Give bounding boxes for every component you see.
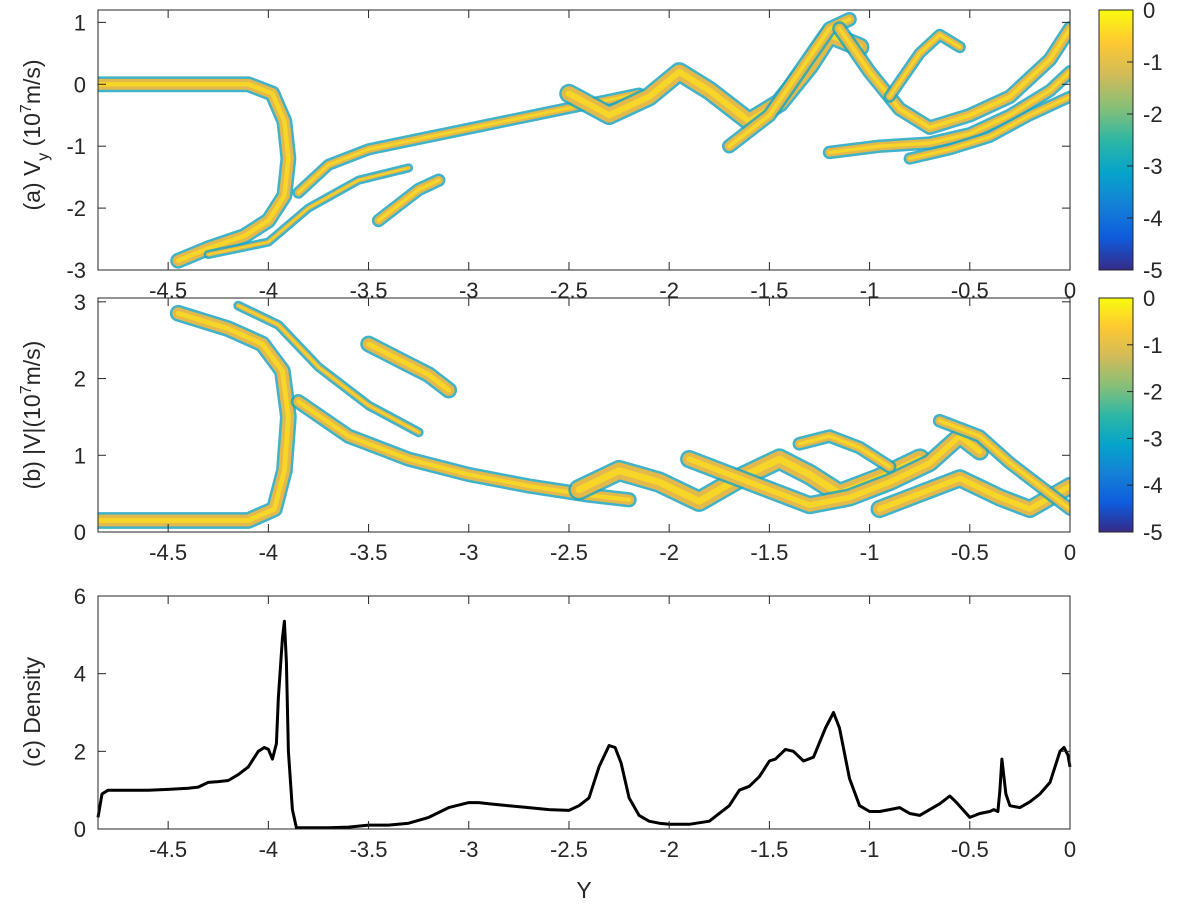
y-tick-label: 1 bbox=[74, 10, 86, 35]
colorbar-tick-label: -5 bbox=[1143, 258, 1163, 283]
y-tick-label: 0 bbox=[74, 72, 86, 97]
x-tick-label: -1.5 bbox=[750, 540, 788, 565]
panel-b-ylabel: (b) |V|(107m/s) bbox=[18, 341, 45, 490]
x-tick-label: -1 bbox=[860, 278, 880, 303]
y-tick-label: 0 bbox=[74, 520, 86, 545]
x-tick-label: 0 bbox=[1064, 540, 1076, 565]
colorbar-tick-label: -3 bbox=[1143, 426, 1163, 451]
x-tick-label: -2 bbox=[659, 540, 679, 565]
x-tick-label: 0 bbox=[1064, 278, 1076, 303]
colorbar-tick-label: -3 bbox=[1143, 154, 1163, 179]
heatmap-band-core bbox=[376, 178, 441, 223]
y-tick-label: -1 bbox=[66, 134, 86, 159]
panel-a: -4.5 -4 -3.5 -3 -2.5 -2 -1.5 -1 -0.5 010-1-2-3 (a… bbox=[18, 0, 1163, 303]
colorbar-bar bbox=[1098, 9, 1134, 271]
x-tick-label: -3.5 bbox=[350, 540, 388, 565]
plot-frame bbox=[97, 297, 1071, 533]
y-tick-label: 1 bbox=[74, 443, 86, 468]
colorbar-tick-label: -1 bbox=[1143, 333, 1163, 358]
colorbar-tick-label: -2 bbox=[1143, 102, 1163, 127]
y-tick-label: 3 bbox=[74, 290, 86, 315]
panel-a-colorbar: 0 -1 -2 -3 -4 -5 bbox=[1098, 0, 1163, 283]
colorbar-tick-label: -2 bbox=[1143, 380, 1163, 405]
panel-c-ylabel: (c) Density bbox=[19, 657, 45, 767]
x-tick-label: -2.5 bbox=[550, 837, 588, 862]
x-tick-label: -4 bbox=[259, 540, 279, 565]
density-line bbox=[96, 619, 1072, 830]
y-tick-label: -3 bbox=[66, 258, 86, 283]
colorbar-tick-label: 0 bbox=[1143, 286, 1155, 311]
plot-frame bbox=[97, 595, 1071, 830]
panel-c-axes: -4.5 -4 -3.5 -3 -2.5 -2 -1.5 -1 -0.5 0 6 4 2 0 bbox=[74, 584, 1076, 862]
x-tick-label: -2.5 bbox=[550, 540, 588, 565]
heatmap-structures bbox=[98, 11, 1070, 269]
y-tick-label: 2 bbox=[74, 739, 86, 764]
heatmap-band-core bbox=[686, 433, 983, 508]
x-tick-label: -1 bbox=[860, 540, 880, 565]
colorbar-tick-label: -1 bbox=[1143, 50, 1163, 75]
colorbar-tick-label: -4 bbox=[1143, 206, 1163, 231]
colorbar-tick-label: -5 bbox=[1143, 520, 1163, 545]
plot-frame bbox=[97, 9, 1071, 271]
heatmap-band-core bbox=[98, 310, 291, 523]
x-tick-label: 0 bbox=[1064, 837, 1076, 862]
x-tick-label: -4 bbox=[259, 278, 279, 303]
heatmap-band-core bbox=[797, 434, 892, 469]
x-tick-label: -3 bbox=[459, 837, 479, 862]
panel-a-ylabel: (a) Vy (107m/s) bbox=[18, 59, 52, 210]
panel-b-axes: -4.5 -4 -3.5 -3 -2.5 -2 -1.5 -1 -0.5 0 3 2 1 0 bbox=[74, 290, 1076, 565]
heatmap-band-core bbox=[366, 341, 452, 393]
heatmap-band-core bbox=[908, 95, 1070, 160]
y-tick-label: 0 bbox=[74, 817, 86, 842]
panel-c-line bbox=[96, 619, 1072, 830]
colorbar-bar bbox=[1098, 297, 1134, 533]
panel-c: -4.5 -4 -3.5 -3 -2.5 -2 -1.5 -1 -0.5 0 6 4 2 0 (c) De… bbox=[19, 584, 1076, 862]
x-tick-label: -0.5 bbox=[951, 837, 989, 862]
panel-a-heatmap bbox=[98, 11, 1070, 269]
x-tick-label: -4 bbox=[259, 837, 279, 862]
heatmap-band-core bbox=[207, 167, 410, 256]
heatmap-band-core bbox=[237, 304, 420, 434]
panel-b-colorbar: 0 -1 -2 -3 -4 -5 bbox=[1098, 286, 1163, 545]
x-tick-label: -3.5 bbox=[350, 837, 388, 862]
colorbar-tick-label: 0 bbox=[1143, 0, 1155, 23]
x-tick-label: -1.5 bbox=[750, 837, 788, 862]
heatmap-band-core bbox=[937, 419, 1070, 511]
panel-b: -4.5 -4 -3.5 -3 -2.5 -2 -1.5 -1 -0.5 0 3 2 1 0 (b) |V… bbox=[18, 286, 1163, 565]
heatmap-band-core bbox=[827, 70, 1070, 155]
heatmap-band-core bbox=[888, 33, 962, 99]
x-tick-label: -0.5 bbox=[951, 540, 989, 565]
x-tick-label: -3 bbox=[459, 540, 479, 565]
x-tick-label: -4.5 bbox=[149, 540, 187, 565]
heatmap-structures bbox=[98, 300, 1070, 529]
heatmap-band-core bbox=[876, 475, 1070, 512]
x-tick-label: -2 bbox=[659, 837, 679, 862]
heatmap-band-core bbox=[98, 82, 291, 263]
x-tick-label: -2 bbox=[659, 278, 679, 303]
panel-c-plot-area bbox=[98, 596, 1070, 829]
heatmap-band-core bbox=[837, 26, 1070, 130]
y-tick-label: 2 bbox=[74, 367, 86, 392]
colorbar-tick-label: -4 bbox=[1143, 473, 1163, 498]
x-axis-label: Y bbox=[576, 877, 591, 903]
y-tick-label: -2 bbox=[66, 196, 86, 221]
y-tick-label: 6 bbox=[74, 584, 86, 609]
x-tick-label: -1 bbox=[860, 837, 880, 862]
x-tick-label: -4.5 bbox=[149, 837, 187, 862]
y-tick-label: 4 bbox=[74, 662, 86, 687]
panel-b-heatmap bbox=[98, 300, 1070, 529]
x-tick-label: -3 bbox=[459, 278, 479, 303]
